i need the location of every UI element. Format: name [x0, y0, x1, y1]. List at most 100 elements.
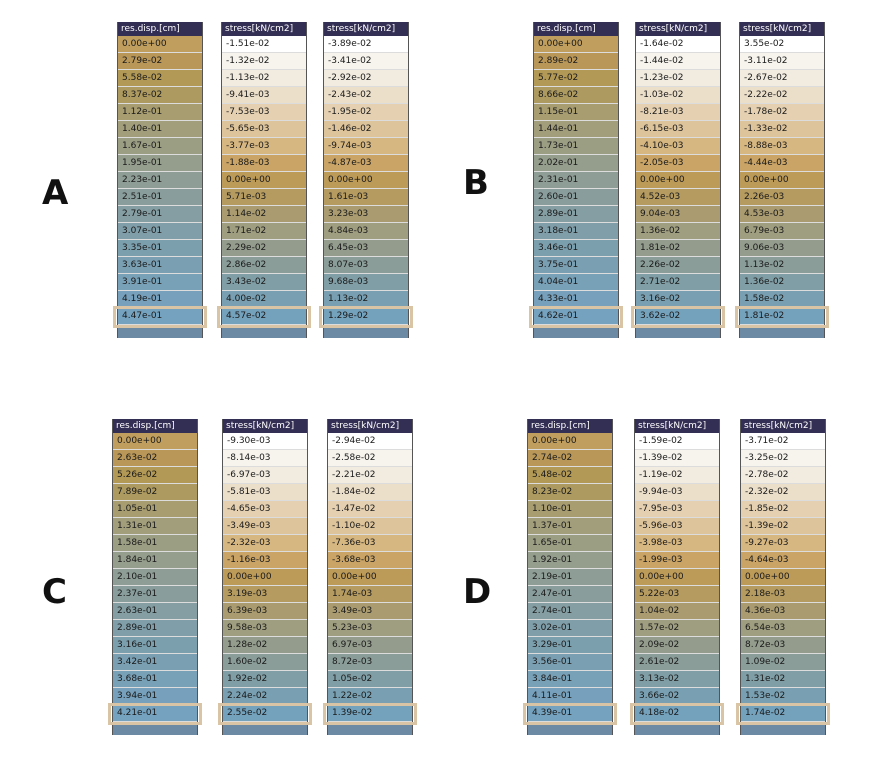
legend-value-cell: 1.81e-02	[740, 308, 824, 325]
legend-value-cell: 3.94e-01	[113, 688, 197, 705]
legend-value-cell: -1.59e-02	[635, 433, 719, 450]
column-footer	[113, 722, 197, 735]
legend-column-b-2: stress[kN/cm2] -1.64e-02 -1.44e-02 -1.23e-0…	[635, 22, 721, 338]
legend-value-cell: 0.00e+00	[223, 569, 307, 586]
legend-value-cell: -8.14e-03	[223, 450, 307, 467]
legend-value-cell: -2.92e-02	[324, 70, 408, 87]
legend-value-cell: 1.36e-02	[636, 223, 720, 240]
column-footer	[636, 325, 720, 338]
legend-value-cell: 1.13e-02	[324, 291, 408, 308]
legend-value-cell: 3.46e-01	[534, 240, 618, 257]
column-header: stress[kN/cm2]	[636, 22, 720, 36]
column-header: stress[kN/cm2]	[741, 419, 825, 433]
legend-value-cell: 4.19e-01	[118, 291, 202, 308]
legend-value-cell: -7.95e-03	[635, 501, 719, 518]
legend-value-cell: 1.81e-02	[636, 240, 720, 257]
legend-value-cell: 2.89e-01	[113, 620, 197, 637]
legend-value-cell: -6.15e-03	[636, 121, 720, 138]
legend-value-cell: 1.09e-02	[741, 654, 825, 671]
legend-value-cell: 3.16e-02	[636, 291, 720, 308]
legend-value-cell: -2.32e-02	[741, 484, 825, 501]
group-label-d: D	[463, 572, 492, 612]
legend-value-cell: -2.94e-02	[328, 433, 412, 450]
group-label-a: A	[42, 173, 69, 213]
legend-value-cell: 0.00e+00	[222, 172, 306, 189]
column-footer	[222, 325, 306, 338]
legend-value-cell: -1.85e-02	[741, 501, 825, 518]
legend-value-cell: 8.72e-03	[741, 637, 825, 654]
legend-value-cell: 2.09e-02	[635, 637, 719, 654]
legend-value-cell: -2.78e-02	[741, 467, 825, 484]
legend-value-cell: 1.74e-02	[741, 705, 825, 722]
legend-value-cell: -1.10e-02	[328, 518, 412, 535]
column-header: stress[kN/cm2]	[324, 22, 408, 36]
legend-value-cell: 2.86e-02	[222, 257, 306, 274]
legend-value-cell: 1.92e-02	[223, 671, 307, 688]
legend-value-cell: -1.13e-02	[222, 70, 306, 87]
legend-value-cell: 1.15e-01	[534, 104, 618, 121]
legend-value-cell: 3.35e-01	[118, 240, 202, 257]
legend-column-a-2: stress[kN/cm2] -1.51e-02 -1.32e-02 -1.13e-0…	[221, 22, 307, 338]
column-header: stress[kN/cm2]	[328, 419, 412, 433]
legend-value-cell: 1.13e-02	[740, 257, 824, 274]
legend-value-cell: 8.37e-02	[118, 87, 202, 104]
legend-value-cell: 1.74e-03	[328, 586, 412, 603]
column-header: stress[kN/cm2]	[740, 22, 824, 36]
legend-value-cell: 5.48e-02	[528, 467, 612, 484]
legend-value-cell: 2.29e-02	[222, 240, 306, 257]
legend-value-cell: 1.57e-02	[635, 620, 719, 637]
legend-value-cell: -3.49e-03	[223, 518, 307, 535]
legend-value-cell: 1.58e-02	[740, 291, 824, 308]
legend-value-cell: -8.88e-03	[740, 138, 824, 155]
legend-value-cell: 4.84e-03	[324, 223, 408, 240]
legend-value-cell: 1.71e-02	[222, 223, 306, 240]
legend-value-cell: 2.23e-01	[118, 172, 202, 189]
legend-value-cell: -1.78e-02	[740, 104, 824, 121]
column-footer	[324, 325, 408, 338]
legend-value-cell: -4.64e-03	[741, 552, 825, 569]
legend-value-cell: 6.79e-03	[740, 223, 824, 240]
legend-value-cell: 6.39e-03	[223, 603, 307, 620]
legend-value-cell: 9.58e-03	[223, 620, 307, 637]
legend-value-cell: 5.26e-02	[113, 467, 197, 484]
legend-value-cell: 4.62e-01	[534, 308, 618, 325]
legend-value-cell: 3.55e-02	[740, 36, 824, 53]
legend-value-cell: 9.68e-03	[324, 274, 408, 291]
legend-value-cell: -1.88e-03	[222, 155, 306, 172]
legend-column-d-3: stress[kN/cm2] -3.71e-02 -3.25e-02 -2.78e-0…	[740, 419, 826, 735]
column-header: res.disp.[cm]	[118, 22, 202, 36]
legend-value-cell: 2.31e-01	[534, 172, 618, 189]
legend-value-cell: -9.30e-03	[223, 433, 307, 450]
legend-column-d-1: res.disp.[cm] 0.00e+00 2.74e-02 5.48e-02 8.2…	[527, 419, 613, 735]
legend-value-cell: -3.11e-02	[740, 53, 824, 70]
legend-value-cell: 0.00e+00	[113, 433, 197, 450]
legend-value-cell: 1.10e-01	[528, 501, 612, 518]
legend-value-cell: 3.63e-01	[118, 257, 202, 274]
legend-value-cell: 2.10e-01	[113, 569, 197, 586]
legend-value-cell: 0.00e+00	[324, 172, 408, 189]
legend-value-cell: 1.12e-01	[118, 104, 202, 121]
legend-value-cell: 6.45e-03	[324, 240, 408, 257]
legend-value-cell: 2.19e-01	[528, 569, 612, 586]
legend-value-cell: 4.53e-03	[740, 206, 824, 223]
legend-value-cell: 4.52e-03	[636, 189, 720, 206]
legend-value-cell: -2.67e-02	[740, 70, 824, 87]
legend-value-cell: -4.10e-03	[636, 138, 720, 155]
legend-value-cell: 2.79e-01	[118, 206, 202, 223]
legend-value-cell: -3.77e-03	[222, 138, 306, 155]
legend-value-cell: 4.47e-01	[118, 308, 202, 325]
legend-value-cell: -1.39e-02	[741, 518, 825, 535]
legend-value-cell: -2.43e-02	[324, 87, 408, 104]
legend-value-cell: 1.28e-02	[223, 637, 307, 654]
legend-value-cell: -1.51e-02	[222, 36, 306, 53]
legend-value-cell: 2.37e-01	[113, 586, 197, 603]
legend-value-cell: 2.02e-01	[534, 155, 618, 172]
column-footer	[635, 722, 719, 735]
legend-value-cell: 1.92e-01	[528, 552, 612, 569]
legend-value-cell: -6.97e-03	[223, 467, 307, 484]
legend-value-cell: 1.31e-01	[113, 518, 197, 535]
legend-value-cell: 3.91e-01	[118, 274, 202, 291]
legend-value-cell: 8.23e-02	[528, 484, 612, 501]
legend-value-cell: -1.64e-02	[636, 36, 720, 53]
legend-value-cell: 1.05e-02	[328, 671, 412, 688]
